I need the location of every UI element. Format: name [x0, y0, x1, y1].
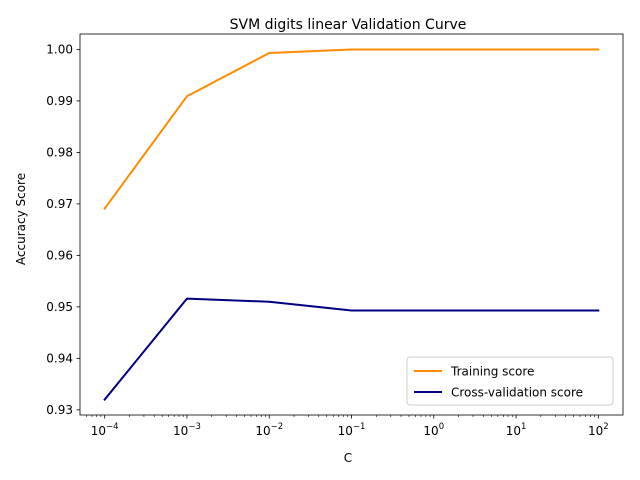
x-axis-label: C [344, 451, 352, 465]
y-tick-label: 0.93 [46, 403, 73, 417]
x-tick-label: 102 [588, 422, 609, 438]
y-tick-label: 0.98 [46, 146, 73, 160]
series-line-0 [103, 48, 600, 210]
axes: 0.93 0.94 0.95 0.96 0.97 0.98 0.99 1.00 10−4 10−3… [46, 33, 624, 438]
series-line-1 [103, 297, 600, 401]
y-tick-label: 0.95 [46, 300, 73, 314]
legend-label-0: Training score [450, 364, 534, 378]
plot-area [103, 48, 600, 401]
chart-title: SVM digits linear Validation Curve [230, 17, 467, 33]
y-axis-label: Accuracy Score [14, 173, 28, 265]
y-tick-label: 0.97 [46, 197, 73, 211]
y-tick-label: 1.00 [46, 43, 73, 57]
legend-label-1: Cross-validation score [451, 385, 583, 399]
x-tick-label: 101 [506, 422, 527, 438]
x-tick-label: 10−1 [338, 422, 366, 438]
legend: Training score Cross-validation score [406, 356, 614, 406]
x-tick-label: 10−2 [255, 422, 283, 438]
x-tick-label: 10−4 [91, 422, 119, 438]
x-tick-label: 100 [423, 422, 444, 438]
legend-box [406, 356, 614, 406]
y-tick-label: 0.96 [46, 249, 73, 263]
y-tick-label: 0.99 [46, 94, 73, 108]
y-tick-label: 0.94 [46, 352, 73, 366]
x-tick-label: 10−3 [173, 422, 201, 438]
